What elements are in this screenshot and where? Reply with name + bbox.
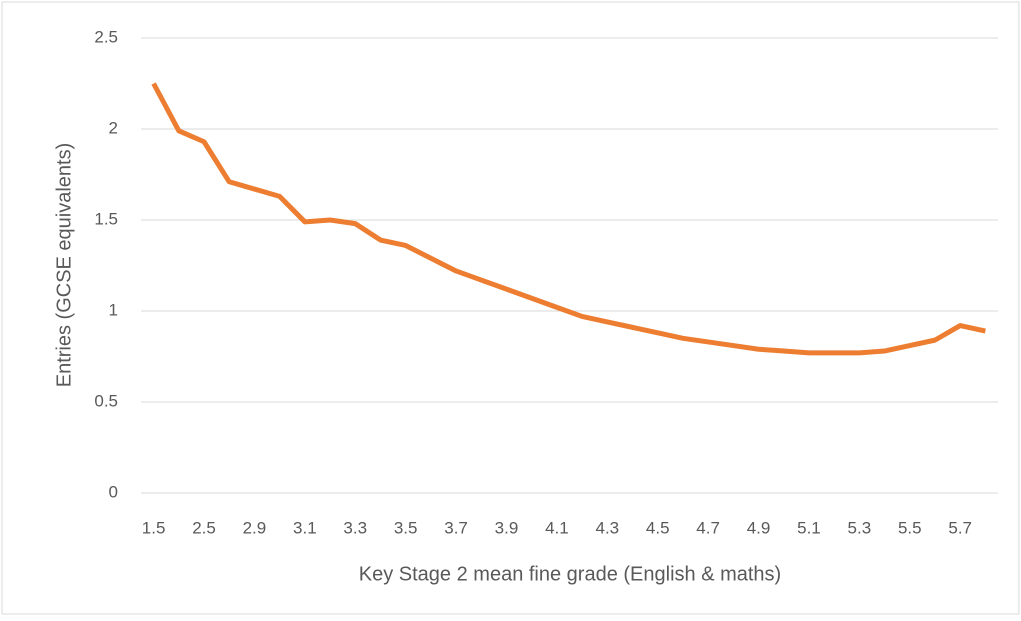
x-tick-label: 5.7: [948, 518, 972, 537]
y-tick-label: 0: [109, 482, 118, 501]
x-tick-label: 2.5: [192, 518, 216, 537]
x-tick-label: 4.7: [696, 518, 720, 537]
x-tick-label: 3.7: [444, 518, 468, 537]
x-axis-title: Key Stage 2 mean fine grade (English & m…: [359, 563, 781, 585]
y-tick-label: 2.5: [94, 27, 118, 46]
y-tick-label: 0.5: [94, 391, 118, 410]
x-tick-label: 1.5: [142, 518, 166, 537]
data-line: [151, 82, 986, 356]
y-tick-label: 1: [109, 300, 118, 319]
x-tick-label: 4.3: [595, 518, 619, 537]
x-tick-label: 4.1: [545, 518, 569, 537]
x-tick-label: 5.1: [797, 518, 821, 537]
x-tick-label: 3.5: [394, 518, 418, 537]
x-tick-label: 4.5: [646, 518, 670, 537]
x-tick-label: 5.5: [898, 518, 922, 537]
y-tick-label: 2: [109, 118, 118, 137]
x-tick-label: 2.9: [243, 518, 267, 537]
x-tick-label: 3.1: [293, 518, 317, 537]
x-tick-label: 3.9: [495, 518, 519, 537]
y-axis-title: Entries (GCSE equivalents): [53, 143, 75, 388]
x-tick-label: 5.3: [848, 518, 872, 537]
x-tick-label: 3.3: [343, 518, 367, 537]
y-tick-label: 1.5: [94, 209, 118, 228]
x-tick-label: 4.9: [747, 518, 771, 537]
